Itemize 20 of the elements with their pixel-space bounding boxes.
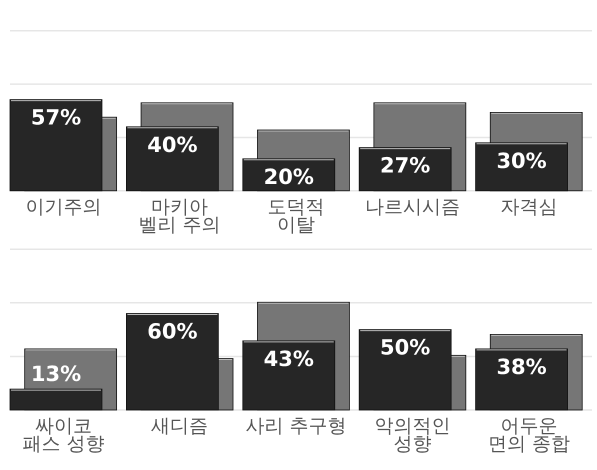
x-tick-label: 싸이코 패스 성향: [22, 415, 104, 455]
data-label: 30%: [496, 148, 547, 173]
x-tick-label: 자격심: [500, 196, 558, 218]
x-tick-label: 사리 추구형: [246, 415, 347, 437]
data-label: 20%: [264, 164, 314, 189]
x-tick-label: 악의적인 성향: [374, 415, 451, 455]
data-label: 27%: [380, 154, 430, 178]
data-label: 38%: [496, 354, 547, 379]
x-tick-label: 어두운 면의 종합: [488, 415, 570, 455]
x-tick-label: 나르시시즘: [365, 196, 460, 218]
data-label: 57%: [30, 106, 82, 130]
x-tick-label: 이기주의: [25, 196, 102, 218]
data-label: 13%: [30, 362, 82, 386]
x-tick-label: 도덕적 이탈: [268, 196, 325, 236]
data-label: 60%: [147, 320, 198, 344]
data-label: 43%: [264, 346, 314, 371]
x-tick-label: 새디즘: [151, 415, 208, 437]
data-label: 50%: [380, 336, 430, 360]
x-tick-label: 마키아 벨리 주의: [138, 196, 221, 236]
data-label: 40%: [147, 132, 198, 157]
